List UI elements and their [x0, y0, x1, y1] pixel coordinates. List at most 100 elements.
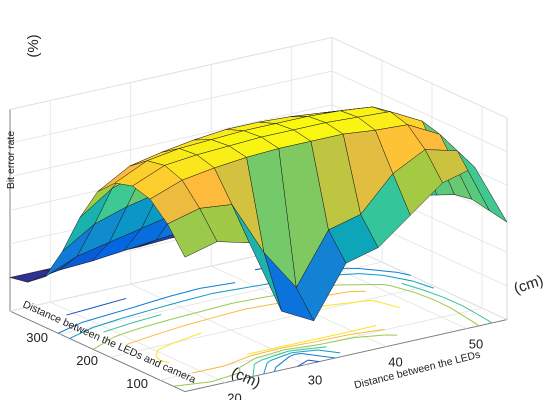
contour-line — [462, 305, 478, 315]
contour-line — [126, 343, 129, 346]
contour-line — [96, 297, 127, 308]
contour-line — [121, 309, 152, 319]
contour-line — [359, 273, 384, 276]
x-tick-label: 50 — [469, 337, 483, 352]
contour-line — [201, 302, 233, 312]
contour-line — [113, 333, 124, 338]
contour-line — [397, 271, 411, 276]
contour-line — [103, 322, 132, 333]
contour-line — [111, 306, 134, 315]
contour-line — [412, 280, 434, 289]
contour-line — [465, 316, 480, 327]
contour-line — [122, 327, 142, 335]
contour-line — [307, 359, 320, 363]
contour-line — [180, 293, 212, 303]
contour-line — [279, 339, 313, 348]
contour-line — [184, 316, 215, 326]
contour-line — [211, 372, 240, 383]
contour-line — [348, 328, 385, 336]
contour-line — [414, 291, 435, 301]
contour-line — [171, 310, 202, 320]
contour-line — [244, 302, 280, 310]
contour-line — [315, 334, 349, 343]
contour-line — [224, 355, 251, 367]
contour-line — [66, 306, 97, 316]
contour-line — [155, 349, 159, 357]
contour-line — [239, 357, 256, 368]
z-gridline — [9, 37, 508, 119]
contour-line — [160, 360, 170, 363]
contour-line — [250, 347, 282, 357]
contour-line — [150, 301, 181, 311]
contour-line — [82, 313, 112, 323]
contour-line — [311, 332, 345, 341]
contour-line — [252, 364, 255, 377]
floor-contours — [57, 260, 493, 387]
contour-line — [57, 321, 83, 334]
x-gridline — [49, 100, 226, 383]
x-gridline — [130, 82, 306, 365]
contour-line — [133, 304, 141, 308]
contour-line — [285, 343, 322, 351]
y-tick-label: 200 — [76, 353, 98, 368]
contour-line — [260, 350, 289, 361]
contour-line — [270, 352, 292, 361]
contour-line — [450, 307, 466, 318]
contour-line — [192, 365, 225, 374]
contour-line — [331, 299, 370, 306]
x-tick-label: 20 — [227, 391, 241, 400]
contour-line — [214, 308, 246, 318]
contour-line — [382, 284, 391, 287]
tick-labels: 100806040200-2040030020010020304050 — [26, 330, 483, 400]
x-gridline — [210, 64, 387, 347]
contour-line — [157, 342, 175, 351]
surface-patch — [457, 150, 508, 223]
contour-line — [140, 295, 170, 306]
contour-line — [174, 332, 202, 344]
contour-line — [291, 349, 318, 354]
contour-line — [288, 346, 327, 352]
x-tick-label: 40 — [388, 355, 402, 370]
contour-line — [89, 326, 94, 330]
y-tick-label: 300 — [26, 330, 48, 345]
contour-line — [354, 334, 385, 339]
y-axis-line — [9, 310, 186, 393]
contour-line — [255, 349, 286, 359]
y-gridline — [159, 106, 483, 381]
x-axis-unit: (cm) — [512, 272, 546, 297]
contour-line — [266, 360, 271, 364]
contour-line — [301, 353, 336, 359]
contour-line — [263, 363, 268, 375]
contour-line — [173, 381, 212, 387]
contour-line — [131, 314, 162, 324]
contour-line — [211, 287, 247, 295]
contour-line — [289, 353, 296, 357]
contour-line — [295, 353, 302, 355]
z-axis-label: Bit error rate — [5, 131, 17, 190]
y-tick-label: 100 — [126, 376, 148, 391]
contour-line — [401, 282, 425, 291]
contour-line — [273, 367, 277, 372]
contour-line — [169, 287, 201, 297]
contour-line — [232, 296, 267, 304]
contour-line — [93, 317, 122, 328]
contour-line — [317, 349, 341, 354]
y-axis-unit: (cm) — [229, 364, 263, 392]
contour-line — [199, 282, 236, 289]
contour-line — [92, 336, 115, 350]
contour-line — [69, 328, 90, 339]
contour-line — [297, 359, 309, 367]
x-tick-label: 30 — [308, 373, 322, 388]
z-axis-unit: (%) — [25, 34, 42, 57]
contour-line — [247, 346, 280, 355]
contour-line — [444, 297, 463, 307]
contour-line — [369, 299, 376, 302]
contour-line — [281, 341, 316, 349]
contour-line — [383, 274, 413, 282]
surface-plot — [9, 106, 508, 322]
contour-line — [434, 299, 452, 309]
contour-line — [155, 355, 162, 362]
contour-line — [423, 289, 445, 299]
x-axis-label: Distance between the LEDs — [353, 349, 482, 392]
contour-line — [128, 333, 157, 345]
